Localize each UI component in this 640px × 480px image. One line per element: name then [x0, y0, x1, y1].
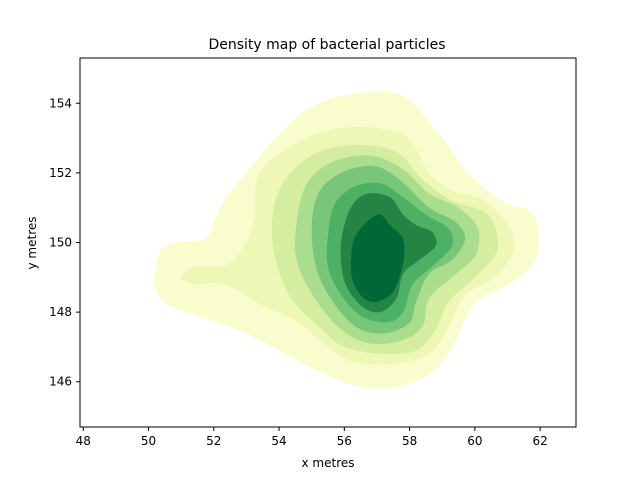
y-axis: 146 148 150 152 154 [49, 96, 80, 389]
y-tick-label: 150 [49, 236, 72, 250]
contour-level-8 [350, 214, 405, 303]
y-axis-label: y metres [25, 217, 39, 270]
x-tick-label: 56 [337, 434, 352, 448]
chart-title: Density map of bacterial particles [208, 37, 445, 53]
y-tick-label: 152 [49, 166, 72, 180]
x-tick-label: 48 [76, 434, 91, 448]
y-tick-label: 148 [49, 305, 72, 319]
x-axis-label: x metres [302, 456, 355, 470]
x-axis: 48 50 52 54 56 58 60 62 [76, 427, 548, 448]
x-tick-label: 58 [402, 434, 417, 448]
x-tick-label: 50 [141, 434, 156, 448]
x-tick-label: 52 [206, 434, 221, 448]
y-tick-label: 146 [49, 375, 72, 389]
y-tick-label: 154 [49, 96, 72, 110]
x-tick-label: 60 [467, 434, 482, 448]
contour-layer [153, 91, 539, 390]
x-tick-label: 54 [271, 434, 286, 448]
x-tick-label: 62 [532, 434, 547, 448]
